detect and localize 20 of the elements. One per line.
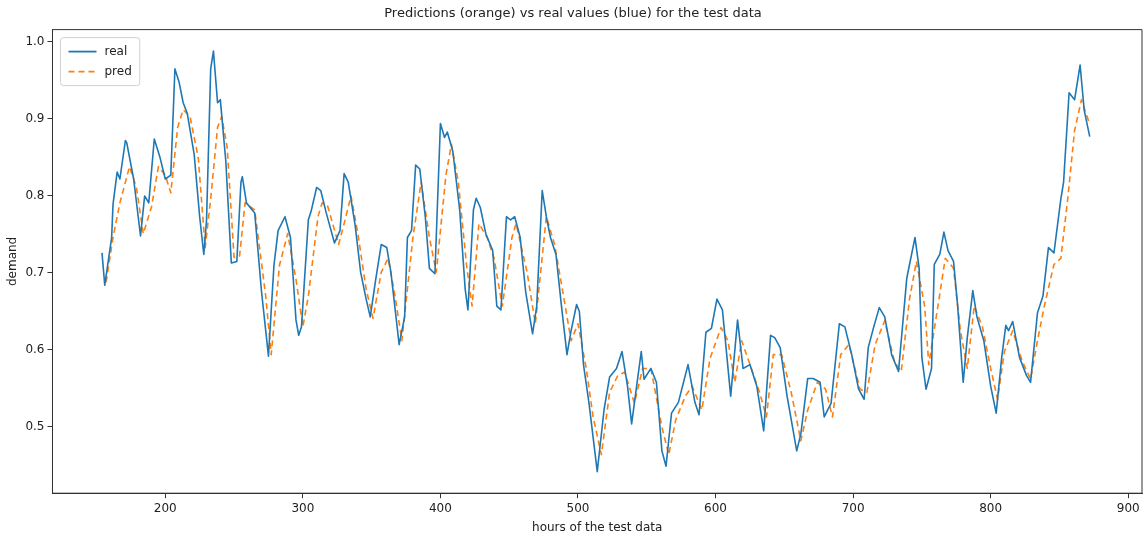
x-tick-label: 500 xyxy=(566,500,590,515)
x-tick-label: 600 xyxy=(704,500,727,515)
chart-title: Predictions (orange) vs real values (blue) for the test data xyxy=(384,5,762,21)
y-tick-label: 0.8 xyxy=(25,188,45,203)
x-tick-label: 700 xyxy=(841,500,865,515)
x-axis-title: hours of the test data xyxy=(532,519,663,534)
x-tick-label: 300 xyxy=(291,500,315,515)
x-tick-label: 800 xyxy=(979,500,1003,515)
line-series xyxy=(105,98,1091,456)
x-tick-label: 200 xyxy=(153,500,177,515)
y-tick-label: 0.6 xyxy=(25,342,45,357)
x-tick-label: 400 xyxy=(428,500,452,515)
x-tick-label: 900 xyxy=(1116,500,1140,515)
y-axis-title: demand xyxy=(5,236,20,287)
y-tick-label: 0.5 xyxy=(25,419,45,434)
y-tick-label: 0.9 xyxy=(25,111,45,126)
y-tick-label: 1.0 xyxy=(25,34,45,49)
y-tick-label: 0.7 xyxy=(25,265,45,280)
legend-label: real xyxy=(104,43,128,58)
legend-label: pred xyxy=(104,63,132,78)
